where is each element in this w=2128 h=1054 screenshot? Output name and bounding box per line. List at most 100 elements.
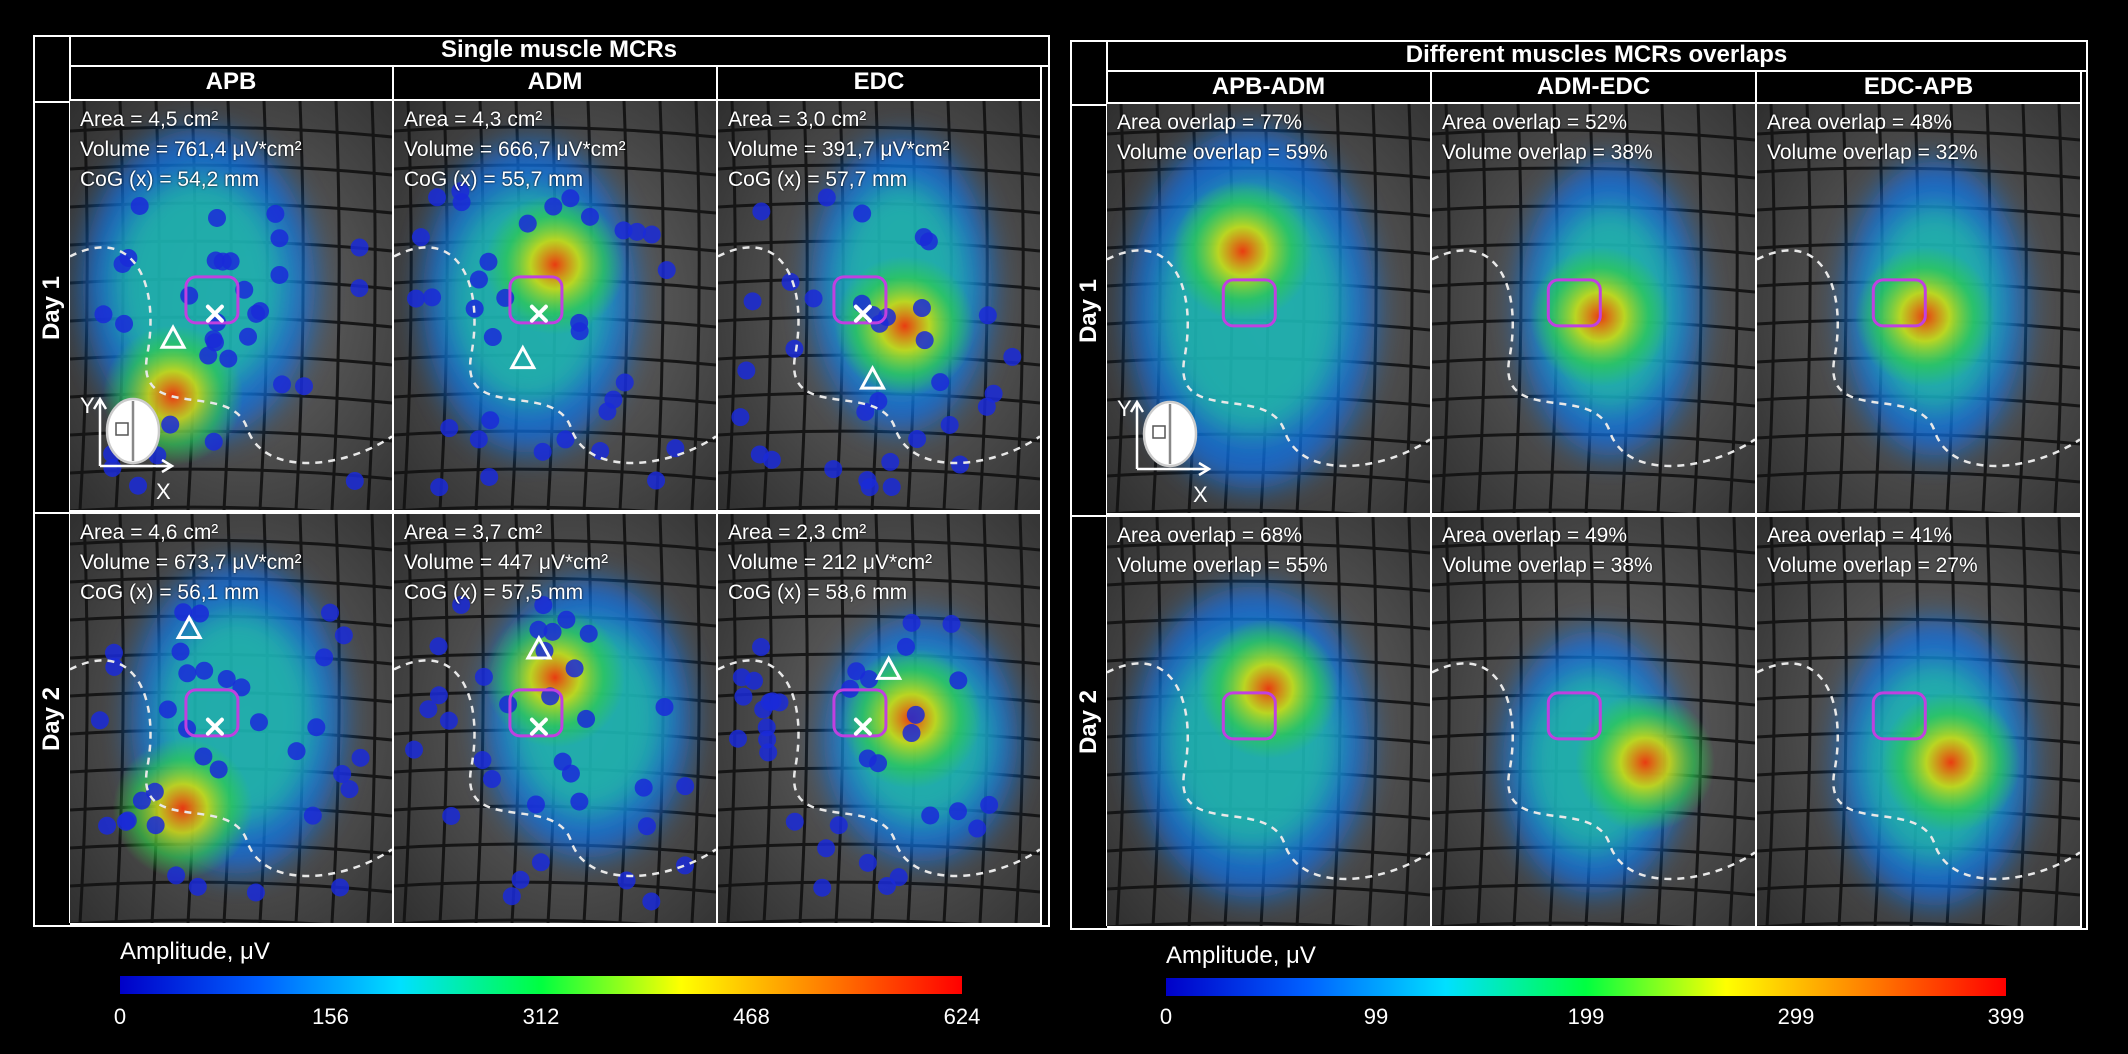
stim-point <box>759 743 778 762</box>
stim-point <box>174 603 193 622</box>
stat-line: Volume = 391,7 μV*cm² <box>728 138 950 161</box>
left-map-cell: Area = 2,3 cm² Volume = 212 μV*cm² CoG (x)… <box>718 512 1042 925</box>
stim-point <box>419 700 438 719</box>
left-map-cell: Area = 3,7 cm² Volume = 447 μV*cm² CoG (x)… <box>394 512 718 925</box>
heatmap-svg: YX <box>70 101 392 510</box>
roi-square <box>832 275 888 325</box>
stim-point <box>483 328 502 347</box>
left-row-header-corner <box>35 37 71 101</box>
stim-point <box>634 778 653 797</box>
roi-square <box>1546 278 1602 328</box>
brain-axes-icon <box>92 396 175 474</box>
stim-point <box>473 751 492 770</box>
stat-line: Area overlap = 41% <box>1767 524 1953 547</box>
heatmap-svg <box>718 101 1040 510</box>
left-column-header-edc: EDC <box>718 67 1042 101</box>
stim-point <box>315 648 334 667</box>
stim-point <box>239 327 258 346</box>
heatmap-svg <box>1432 517 1755 926</box>
stim-point <box>829 816 848 835</box>
stim-point <box>785 339 804 358</box>
stim-point <box>482 770 501 789</box>
stim-point <box>882 477 901 496</box>
stim-point <box>675 856 694 875</box>
stim-point <box>921 806 940 825</box>
stat-line: Area overlap = 48% <box>1767 111 1953 134</box>
hotspot-triangle-marker <box>525 634 553 660</box>
stim-point <box>130 196 149 215</box>
right-map-cell: Area overlap = 49% Volume overlap = 38% <box>1432 515 1757 928</box>
axis-x-label: X <box>156 479 171 504</box>
stim-point <box>423 288 442 307</box>
stim-point <box>158 700 177 719</box>
stat-line: CoG (x) = 58,6 mm <box>728 581 908 604</box>
roi-square <box>1221 691 1277 741</box>
stim-point <box>531 853 550 872</box>
stat-line: Area = 4,3 cm² <box>404 108 543 131</box>
stim-point <box>752 638 771 657</box>
stim-point <box>345 471 364 490</box>
stim-point <box>406 289 425 308</box>
stim-point <box>204 432 223 451</box>
stim-point <box>129 476 148 495</box>
stat-line: Area = 3,7 cm² <box>404 521 543 544</box>
stim-point <box>978 306 997 325</box>
stim-point <box>474 667 493 686</box>
heat-hotspot <box>1198 618 1339 759</box>
stim-point <box>817 839 836 858</box>
left-figure-panel <box>33 35 1050 927</box>
stim-point <box>199 346 218 365</box>
heat-hotspot <box>112 738 253 879</box>
stim-point <box>877 876 896 895</box>
stat-line: Volume = 447 μV*cm² <box>404 551 609 574</box>
cell-stats: Area overlap = 77% Volume overlap = 59% <box>1117 108 1328 168</box>
heat-hotspot <box>1575 692 1716 833</box>
roi-square <box>184 275 240 325</box>
left-row-label-day-1: Day 1 <box>35 101 71 512</box>
stim-point <box>333 764 352 783</box>
stim-point <box>980 795 999 814</box>
hotspot-triangle-marker <box>509 344 537 370</box>
colorbar-tick-label: 624 <box>943 1004 981 1029</box>
stim-point <box>847 662 866 681</box>
axis-y-label: Y <box>80 393 95 418</box>
stat-line: Area overlap = 77% <box>1117 111 1303 134</box>
stim-point <box>334 626 353 645</box>
stim-point <box>561 189 580 208</box>
colorbar-tick-label: 0 <box>1159 1004 1173 1029</box>
stim-point <box>577 709 596 728</box>
stim-point <box>642 225 661 244</box>
left-column-header-apb: APB <box>70 67 394 101</box>
stim-point <box>931 373 950 392</box>
stim-point <box>655 698 674 717</box>
left-column-header-adm: ADM <box>394 67 718 101</box>
stim-point <box>194 747 213 766</box>
stim-point <box>580 207 599 226</box>
stim-point <box>533 442 552 461</box>
stat-line: Volume overlap = 32% <box>1767 141 1978 164</box>
stim-point <box>104 643 123 662</box>
heatmap-svg: YX <box>1107 104 1430 513</box>
stim-point <box>570 792 589 811</box>
stim-point <box>209 760 228 779</box>
heat-hotspot <box>1880 692 2021 833</box>
stim-point <box>526 795 545 814</box>
stim-point <box>737 361 756 380</box>
stim-point <box>758 730 777 749</box>
stim-point <box>604 390 623 409</box>
cell-stats: Area = 4,5 cm² Volume = 761,4 μV*cm² CoG (… <box>80 105 302 195</box>
colorbar-tick-label: 468 <box>733 1004 770 1029</box>
stim-point <box>762 450 781 469</box>
stim-point <box>785 812 804 831</box>
cog-x-marker <box>205 717 224 736</box>
stim-point <box>856 402 875 421</box>
stat-line: Volume = 212 μV*cm² <box>728 551 933 574</box>
stat-line: Volume = 761,4 μV*cm² <box>80 138 302 161</box>
stim-point <box>942 614 961 633</box>
stim-point <box>411 228 430 247</box>
stim-point <box>860 478 879 497</box>
stat-line: Volume overlap = 38% <box>1442 141 1653 164</box>
right-map-cell: Y X Area overlap = 77% Volume overlap = 59% <box>1107 104 1432 515</box>
right-map-cell: Area overlap = 52% Volume overlap = 38% <box>1432 104 1757 515</box>
stim-point <box>813 878 832 897</box>
